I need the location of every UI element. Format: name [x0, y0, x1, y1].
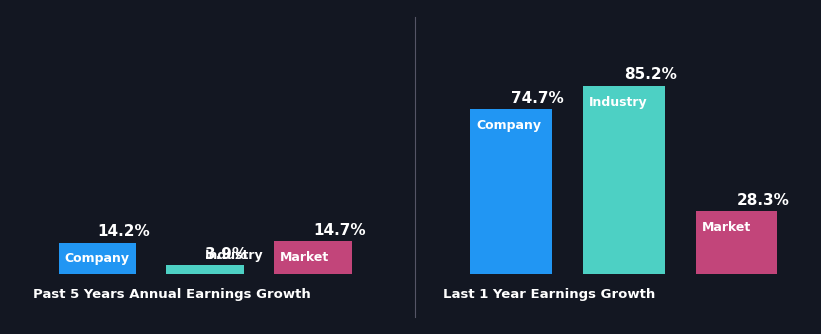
Text: Last 1 Year Earnings Growth: Last 1 Year Earnings Growth: [443, 288, 656, 301]
Text: Company: Company: [64, 252, 129, 265]
Bar: [59, 242, 136, 274]
Text: 28.3%: 28.3%: [737, 193, 790, 208]
Text: 14.2%: 14.2%: [98, 224, 150, 239]
Bar: [470, 109, 552, 274]
Text: Past 5 Years Annual Earnings Growth: Past 5 Years Annual Earnings Growth: [33, 288, 310, 301]
Bar: [583, 86, 665, 274]
Bar: [696, 211, 777, 274]
Bar: [167, 265, 244, 274]
Text: 85.2%: 85.2%: [624, 67, 677, 82]
Text: Market: Market: [702, 221, 751, 234]
Text: 3.9%: 3.9%: [205, 247, 247, 262]
Text: 14.7%: 14.7%: [313, 223, 365, 238]
Text: Industry: Industry: [205, 249, 264, 262]
Text: Industry: Industry: [589, 96, 648, 109]
Text: Company: Company: [476, 119, 541, 132]
Text: Market: Market: [280, 251, 329, 264]
Text: 74.7%: 74.7%: [511, 91, 564, 106]
Bar: [274, 241, 352, 274]
